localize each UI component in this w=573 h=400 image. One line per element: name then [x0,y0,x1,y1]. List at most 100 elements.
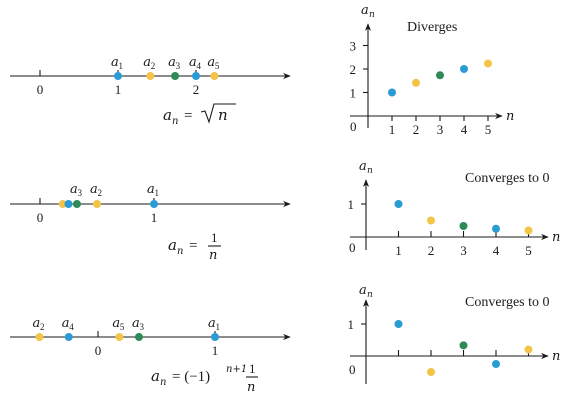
plot-point-n3 [436,71,444,80]
origin-label: 0 [349,362,356,377]
origin-label: 0 [349,240,356,255]
formula-alternating: a n = (−1) n+1 1 n [151,361,258,395]
plot-point-n5 [484,59,492,68]
point-label-subscript: 1 [119,61,124,71]
plot-point-n1 [388,88,396,97]
sequence-point-a5 [58,200,67,208]
plot-title: Diverges [407,20,457,35]
point-label-a2: a [90,182,98,197]
sequence-point-a1 [150,200,158,208]
point-label-a3: a [168,55,176,70]
sequence-point-a3 [171,72,180,80]
point-label-subscript: 2 [98,188,103,198]
plot-point-n5 [524,345,533,354]
point-label-subscript: 5 [215,61,220,71]
sequence-point-a4 [64,333,73,341]
sequence-point-a2 [93,200,101,208]
y-axis-label: a [361,3,369,18]
y-axis-label: a [359,283,367,298]
y-axis-label-subscript: n [367,166,373,176]
sequence-point-a2 [146,72,155,80]
point-label-a2: a [33,316,41,331]
plot-point-n3 [459,222,468,231]
formula-reciprocal: a n = 1 n [168,230,221,263]
x-tick-label: 4 [493,243,500,258]
point-label-a1: a [208,316,216,331]
y-tick-label: 2 [350,62,357,77]
plot-point-n1 [394,200,403,208]
x-tick-label: 5 [485,122,492,137]
number-line-tick-label: 2 [193,82,200,97]
fraction-denominator: n [209,248,217,263]
x-tick-label: 2 [413,122,420,137]
formula-exponent: n+1 [226,364,247,375]
fraction-numerator: 1 [211,230,218,245]
sequence-point-a2 [35,333,44,341]
formula-sqrt: a n = n [163,103,236,127]
point-label-a3: a [70,182,78,197]
fraction-denominator: n [247,380,255,395]
point-label-subscript: 4 [69,322,74,332]
x-tick-label: 5 [525,243,532,258]
number-line-tick-label: 0 [37,82,44,97]
sequence-point-a3 [134,333,143,341]
point-label-subscript: 4 [197,61,202,71]
fraction-numerator: 1 [249,361,256,376]
formula-subscript: n [172,116,178,127]
point-label-a4: a [62,316,70,331]
plot-point-n4 [492,224,500,233]
point-label-subscript: 5 [120,322,125,332]
plot-point-n4 [460,65,468,73]
point-label-a2: a [143,55,151,70]
sequence-point-a1 [211,333,219,341]
x-tick-label: 1 [389,122,396,137]
point-label-a3: a [132,316,140,331]
plot-title: Converges to 0 [465,171,550,186]
y-axis-label-subscript: n [369,10,375,20]
formula-equals: = (−1) [172,369,210,385]
point-label-subscript: 3 [139,322,144,332]
x-tick-label: 1 [395,243,402,258]
point-label-subscript: 3 [77,188,82,198]
point-label-subscript: 3 [176,61,181,71]
point-label-subscript: 1 [155,188,160,198]
plot-title: Converges to 0 [465,295,550,310]
formula-subscript: n [177,246,183,257]
x-axis-label: n [552,349,560,364]
point-label-a1: a [147,182,155,197]
number-line-tick-label: 1 [212,343,219,358]
plot-point-n2 [427,368,435,376]
y-axis-label-subscript: n [367,290,373,300]
plot-point-n1 [394,320,403,328]
sequence-point-a4 [64,200,73,208]
y-tick-label: 3 [350,39,357,54]
number-line-tick-label: 0 [95,343,102,358]
origin-label: 0 [350,119,357,134]
panel-1-plot: a n n 0 Diverges 1 2 3 4 5 1 2 3 [350,3,515,137]
y-axis-label: a [359,159,367,174]
formula-equals: = [184,108,192,124]
point-label-subscript: 1 [216,322,221,332]
y-tick-label: 1 [348,317,355,332]
formula-subscript: n [160,377,166,388]
sequence-point-a5 [115,333,124,341]
number-line-tick-label: 0 [37,210,44,225]
number-line-tick-label: 1 [151,210,158,225]
sequence-point-a5 [210,72,219,80]
x-axis-label: n [506,109,514,124]
plot-point-n2 [412,78,420,87]
formula-lhs: a [168,236,177,254]
point-label-subscript: 2 [151,61,156,71]
y-tick-label: 1 [348,197,355,212]
point-label-a1: a [111,55,119,70]
sequence-point-a1 [114,72,122,80]
plot-point-n4 [492,360,500,368]
point-label-a5: a [207,55,215,70]
x-tick-label: 2 [428,243,435,258]
formula-lhs: a [151,367,160,385]
plot-point-n5 [524,226,533,235]
formula-lhs: a [163,106,172,124]
